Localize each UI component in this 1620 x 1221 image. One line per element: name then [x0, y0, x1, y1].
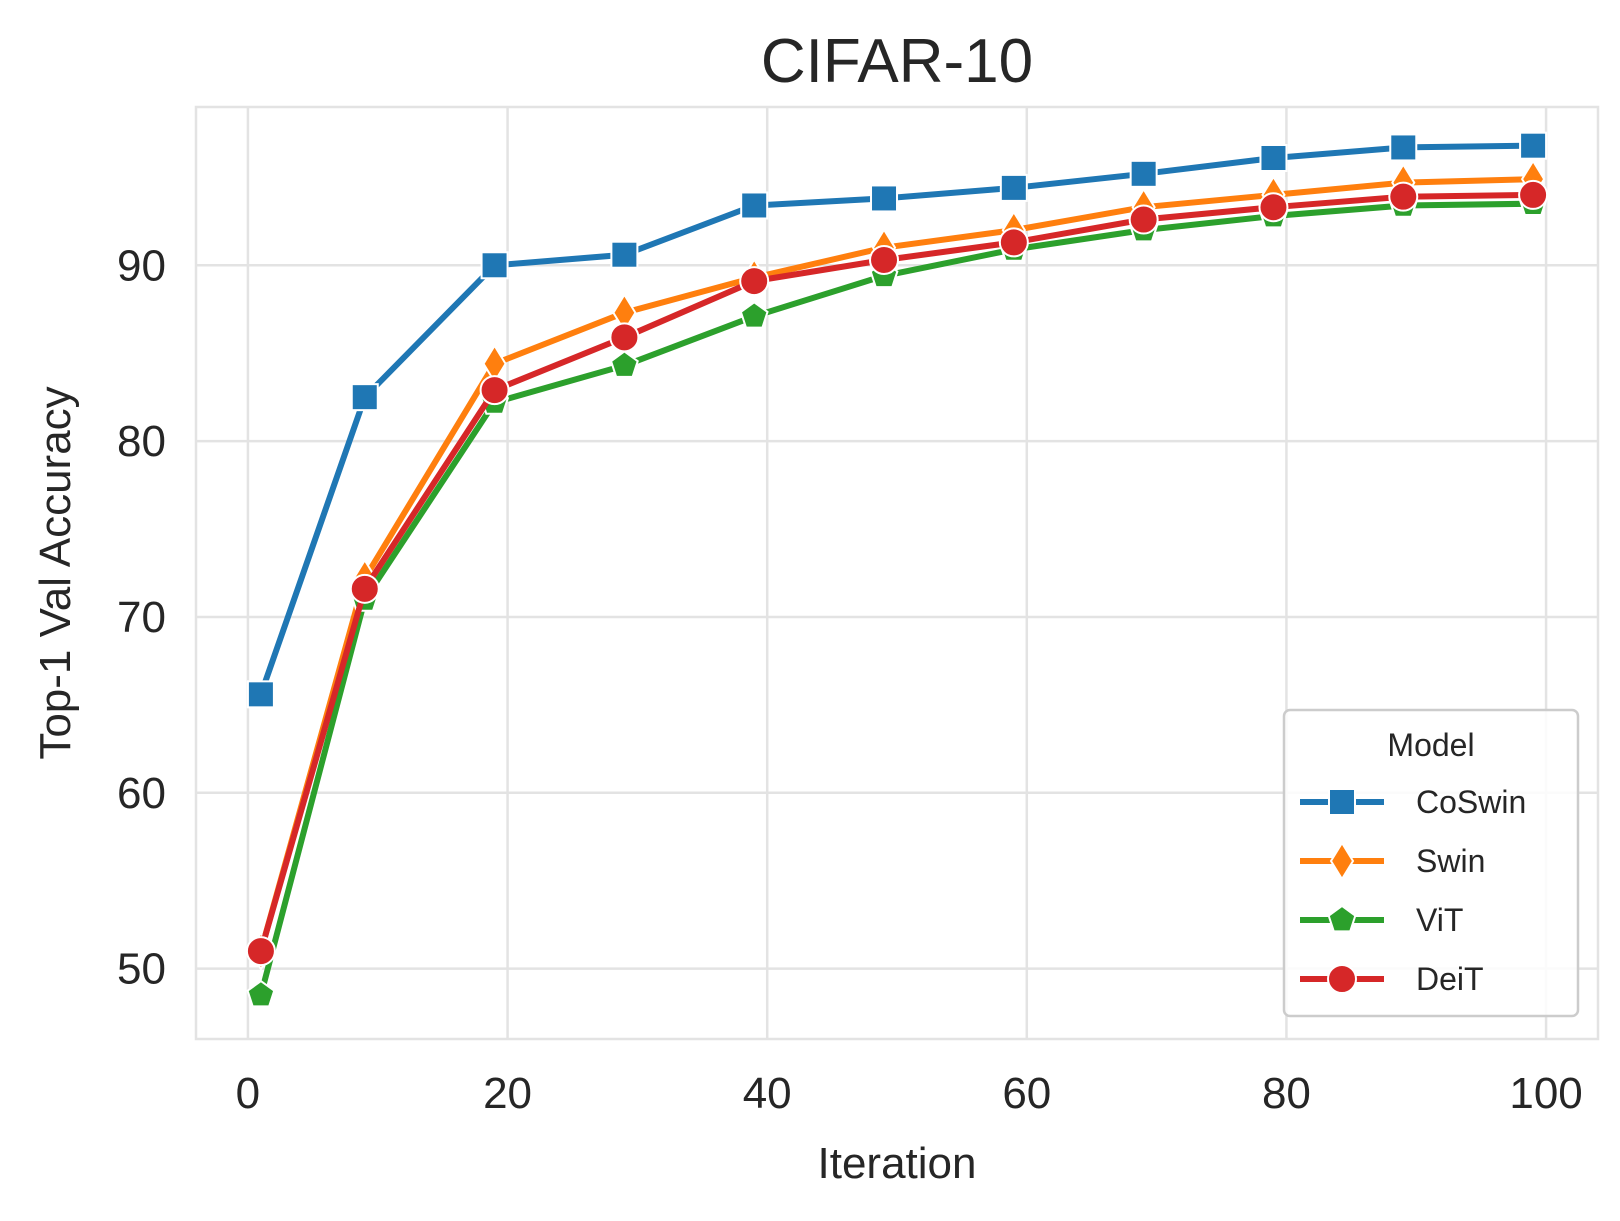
data-point [350, 383, 379, 412]
x-axis-label: Iteration [818, 1139, 977, 1188]
data-point [740, 191, 769, 220]
series-layer [245, 131, 1549, 1008]
legend-label: Swin [1416, 843, 1485, 879]
data-point [479, 375, 510, 406]
legend-marker [1329, 841, 1355, 881]
data-point [870, 184, 899, 213]
data-point [1519, 131, 1548, 160]
legend-marker [1327, 904, 1357, 933]
data-point [349, 573, 380, 604]
data-point [1259, 143, 1288, 172]
y-tick-label: 50 [117, 945, 166, 994]
legend-item-swin: Swin [1300, 841, 1485, 881]
legend-title: Model [1387, 727, 1474, 763]
legend-box [1282, 708, 1580, 1018]
legend-item-vit: ViT [1300, 902, 1463, 938]
data-point [739, 301, 769, 329]
data-point [1389, 133, 1418, 162]
chart-title: CIFAR-10 [761, 27, 1033, 96]
y-axis-label: Top-1 Val Accuracy [31, 386, 80, 759]
series-coswin [246, 131, 1548, 709]
data-point [1388, 181, 1419, 212]
data-point [869, 244, 900, 275]
plot-frame [194, 105, 1600, 1041]
data-point [609, 350, 639, 378]
legend-label: DeiT [1416, 961, 1484, 997]
data-point [609, 322, 640, 353]
series-deit [245, 179, 1549, 967]
data-point [998, 227, 1029, 258]
data-point [1258, 192, 1289, 223]
legend-items: CoSwin Swin ViT DeiT [1300, 784, 1526, 997]
legend-label: ViT [1416, 902, 1463, 938]
data-point [246, 979, 276, 1008]
x-tick-label: 80 [1262, 1069, 1311, 1118]
y-tick-label: 80 [117, 417, 166, 466]
y-tick-label: 60 [117, 769, 166, 818]
legend-item-coswin: CoSwin [1300, 784, 1526, 820]
legend-marker [1327, 964, 1357, 994]
data-point [1129, 159, 1158, 188]
x-tick-label: 20 [483, 1069, 532, 1118]
data-point [610, 240, 639, 269]
data-point [739, 266, 770, 297]
data-point [999, 173, 1028, 202]
data-point [245, 936, 276, 967]
tick-labels: 0 20 40 60 80 100 50 60 70 80 90 [117, 241, 1583, 1118]
legend-item-deit: DeiT [1300, 961, 1484, 997]
x-tick-label: 40 [743, 1069, 792, 1118]
x-tick-label: 0 [236, 1069, 260, 1118]
legend-label: CoSwin [1416, 784, 1526, 820]
y-tick-label: 70 [117, 593, 166, 642]
data-point [1128, 204, 1159, 235]
y-tick-label: 90 [117, 241, 166, 290]
data-point [246, 680, 275, 709]
data-point [480, 251, 509, 280]
series-line [257, 142, 1537, 698]
data-point [1518, 179, 1549, 210]
x-tick-label: 60 [1002, 1069, 1051, 1118]
legend-marker [1328, 788, 1356, 816]
legend: Model CoSwin Swin ViT DeiT [1282, 708, 1580, 1018]
x-tick-label: 100 [1509, 1069, 1582, 1118]
